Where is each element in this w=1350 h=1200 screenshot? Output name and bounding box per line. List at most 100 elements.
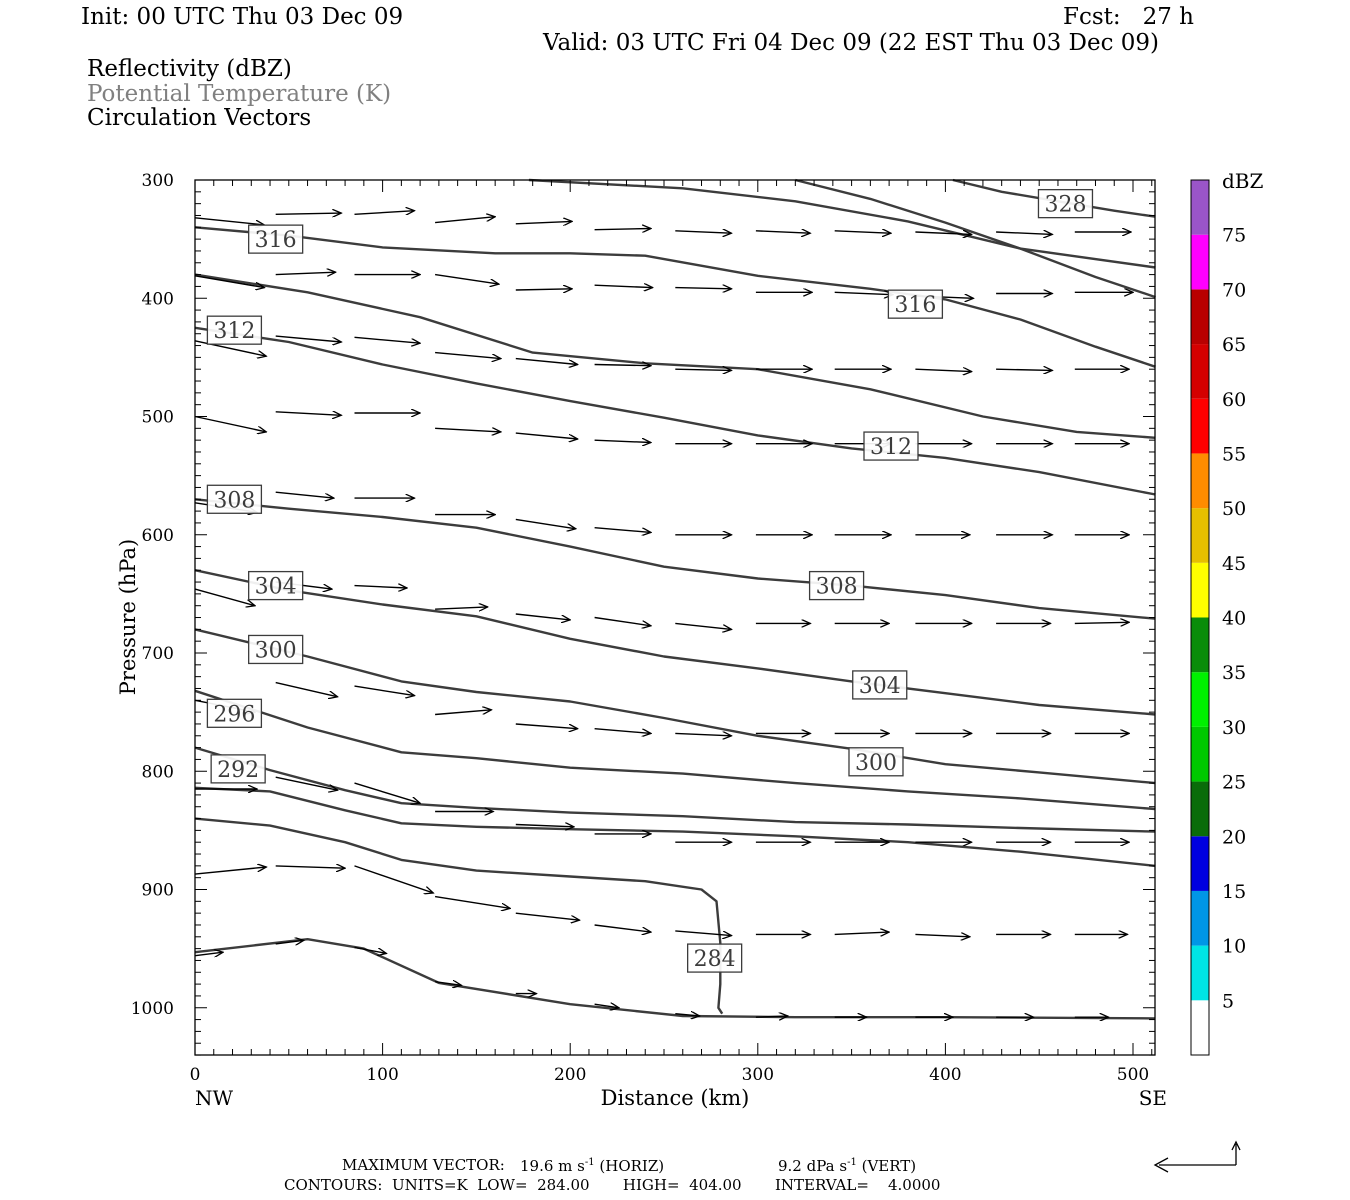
colorbar-swatch xyxy=(1191,945,1209,1001)
circulation-vector xyxy=(435,607,488,609)
circulation-vector xyxy=(594,924,651,932)
plot-frame xyxy=(194,179,1156,1056)
max-vector-vert: 9.2 dPa s-1 (VERT) xyxy=(778,1158,916,1174)
circulation-vector xyxy=(675,231,731,233)
colorbar-swatch xyxy=(1191,344,1209,399)
colorbar-swatch xyxy=(1191,617,1209,673)
horiz-value: 19.6 m s xyxy=(520,1157,585,1175)
plot-axes: 300 400 500 600 700 800 900 1000 0 100 200 300 400 50… xyxy=(116,171,1167,1110)
contour-label-box xyxy=(206,315,263,345)
contour-line-theta-328a xyxy=(528,178,1156,269)
contour-label-box xyxy=(687,943,743,973)
y-tick-label: 400 xyxy=(142,289,174,309)
circulation-vector xyxy=(434,273,499,285)
circulation-vector xyxy=(915,232,971,234)
colorbar-title: dBZ xyxy=(1222,169,1264,193)
init-time: Init: 00 UTC Thu 03 Dec 09 xyxy=(81,4,404,30)
contour-label: 312 xyxy=(870,435,912,460)
circulation-vector xyxy=(354,586,408,588)
circulation-vector xyxy=(675,1014,699,1016)
circulation-vector xyxy=(515,357,578,365)
legend-circulation-vectors: Circulation Vectors xyxy=(87,105,312,131)
circulation-vector xyxy=(275,681,338,697)
circulation-vector xyxy=(354,782,421,803)
colorbar-label: 75 xyxy=(1222,225,1246,247)
contour-label: 316 xyxy=(255,228,297,253)
contour-line-theta-304 xyxy=(194,569,1156,716)
contour-line-theta-320 xyxy=(795,178,1156,299)
circulation-vector xyxy=(435,351,501,359)
y-tick-label: 1000 xyxy=(131,999,174,1019)
y-tick-label: 500 xyxy=(142,408,174,428)
circulation-vector xyxy=(594,285,653,287)
circulation-vector xyxy=(1074,622,1129,623)
contour-line-theta-316b xyxy=(194,273,1156,439)
reference-vector-icon xyxy=(1153,1140,1241,1173)
circulation-vector xyxy=(515,221,572,223)
contour-line-theta-292 xyxy=(194,746,1156,833)
circulation-vector xyxy=(354,685,415,696)
circulation-vector xyxy=(275,335,342,342)
circulation-vector xyxy=(354,865,434,893)
circulation-vector xyxy=(194,275,264,288)
contour-label-box xyxy=(863,431,919,461)
contour-line-theta-316 xyxy=(194,226,1156,368)
circulation-vector xyxy=(434,895,510,909)
contour-label: 304 xyxy=(859,674,901,699)
contour-line-theta-288 xyxy=(194,817,724,1015)
colorbar-label: 35 xyxy=(1222,662,1246,684)
colorbar-frame xyxy=(1190,179,1210,1056)
circulation-vector xyxy=(194,867,266,875)
circulation-vector xyxy=(834,932,889,934)
colorbar-swatch xyxy=(1191,180,1209,235)
vert-tag: (VERT) xyxy=(861,1157,917,1175)
contour-label-box xyxy=(887,289,944,319)
contour-line-theta-284 xyxy=(194,938,1156,1020)
contour-label-box xyxy=(1037,188,1094,219)
circulation-vector xyxy=(515,723,578,729)
circulation-vector xyxy=(594,229,651,230)
circulation-vector xyxy=(275,412,342,416)
circulation-vector xyxy=(354,946,387,953)
vert-value: 9.2 dPa s xyxy=(778,1157,848,1175)
colorbar-label: 30 xyxy=(1222,717,1246,739)
legend-potential-temperature: Potential Temperature (K) xyxy=(87,81,392,107)
circulation-vector xyxy=(275,272,336,274)
colorbar-label: 40 xyxy=(1222,608,1246,630)
circulation-vector xyxy=(275,940,304,944)
x-tick-label: 100 xyxy=(366,1065,398,1085)
contour-label-box xyxy=(248,570,304,601)
contour-label: 304 xyxy=(255,575,297,600)
circulation-vector xyxy=(594,527,651,533)
contour-label-box xyxy=(808,570,865,601)
colorbar-swatch xyxy=(1191,398,1209,454)
contour-label-box xyxy=(248,634,304,665)
colorbar-label: 5 xyxy=(1222,990,1234,1012)
circulation-vector xyxy=(675,369,731,370)
circulation-vector xyxy=(834,292,893,294)
circulation-vector xyxy=(675,733,731,735)
circulation-vector xyxy=(275,776,338,790)
max-vector-horiz: 19.6 m s-1 (HORIZ) xyxy=(520,1158,664,1174)
contour-line-theta-300 xyxy=(194,628,1156,785)
contour-label: 312 xyxy=(213,319,255,344)
contour-info: CONTOURS: UNITS=K LOW= 284.00 HIGH= 404.… xyxy=(284,1176,941,1194)
colorbar-label: 25 xyxy=(1222,772,1246,794)
dbz-colorbar: 5 10 15 20 25 30 35 40 45 50 55 60 65 70 75 dBZ xyxy=(1190,169,1264,1056)
circulation-vector xyxy=(515,613,570,620)
colorbar-label: 55 xyxy=(1222,443,1246,465)
colorbar-swatch xyxy=(1191,234,1209,290)
vert-exponent: -1 xyxy=(847,1157,857,1168)
x-tick-label: 400 xyxy=(929,1065,961,1085)
horiz-exponent: -1 xyxy=(584,1157,595,1168)
colorbar-label: 60 xyxy=(1222,389,1246,411)
colorbar-swatch xyxy=(1191,672,1209,727)
circulation-vector xyxy=(354,211,415,215)
colorbar-swatch xyxy=(1191,726,1209,782)
x-tick-label: 0 xyxy=(190,1065,201,1085)
circulation-vector xyxy=(915,934,969,936)
colorbar-label: 45 xyxy=(1222,553,1246,575)
circulation-vector xyxy=(194,952,223,956)
colorbar-swatch xyxy=(1191,836,1209,891)
valid-time: Valid: 03 UTC Fri 04 Dec 09 (22 EST Thu … xyxy=(543,30,1160,56)
